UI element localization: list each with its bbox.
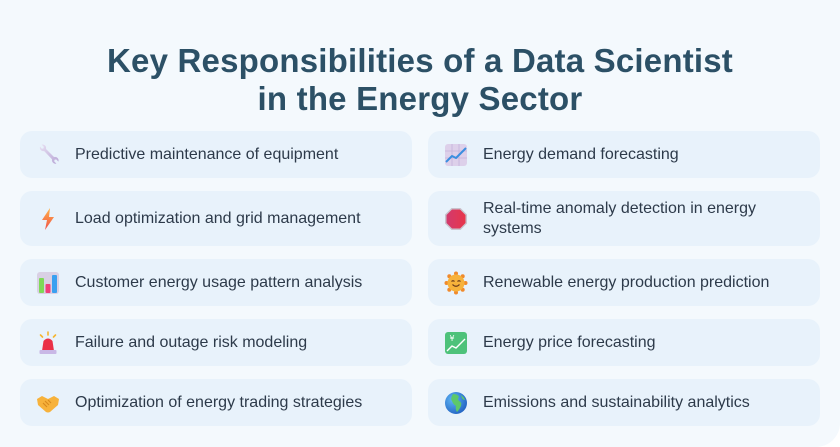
responsibility-card-price-forecasting: ¥ Energy price forecasting (428, 319, 820, 366)
responsibility-label: Customer energy usage pattern analysis (75, 273, 363, 291)
responsibility-card-load-optimization: Load optimization and grid management (20, 191, 412, 246)
responsibility-label: Real-time anomaly detection in energy sy… (483, 199, 757, 237)
responsibility-label: Emissions and sustainability analytics (483, 393, 750, 411)
smiling-sun-icon (443, 270, 469, 296)
responsibility-card-anomaly-detection: Real-time anomaly detection in energy sy… (428, 191, 820, 246)
responsibility-label: Energy price forecasting (483, 333, 656, 351)
responsibility-card-failure-risk: Failure and outage risk modeling (20, 319, 412, 366)
handshake-icon (35, 390, 61, 416)
responsibility-card-renewable-prediction: Renewable energy production prediction (428, 259, 820, 306)
responsibility-label: Renewable energy production prediction (483, 273, 770, 291)
high-voltage-icon (35, 206, 61, 232)
wrench-icon (35, 142, 61, 168)
responsibility-card-emissions-analytics: Emissions and sustainability analytics (428, 379, 820, 426)
globe-africa-europe-icon (443, 390, 469, 416)
responsibility-card-predictive-maintenance: Predictive maintenance of equipment (20, 131, 412, 178)
chart-increasing-yen-icon: ¥ (443, 330, 469, 356)
responsibility-label: Energy demand forecasting (483, 145, 679, 163)
chart-increasing-icon (443, 142, 469, 168)
svg-text:¥: ¥ (450, 334, 455, 343)
title-line-2: in the Energy Sector (257, 80, 583, 117)
responsibility-label: Optimization of energy trading strategie… (75, 393, 363, 411)
responsibility-label: Failure and outage risk modeling (75, 333, 308, 351)
responsibility-label: Load optimization and grid management (75, 209, 361, 227)
responsibility-card-usage-pattern: Customer energy usage pattern analysis (20, 259, 412, 306)
responsibility-label: Predictive maintenance of equipment (75, 145, 339, 163)
page-title: Key Responsibilities of a Data Scientist… (0, 42, 840, 118)
responsibilities-grid: Predictive maintenance of equipment Ener… (20, 131, 820, 426)
responsibility-card-trading-strategies: Optimization of energy trading strategie… (20, 379, 412, 426)
stop-sign-icon (443, 206, 469, 232)
title-line-1: Key Responsibilities of a Data Scientist (106, 42, 733, 79)
police-light-icon (35, 330, 61, 356)
bar-chart-icon (35, 270, 61, 296)
responsibility-card-demand-forecasting: Energy demand forecasting (428, 131, 820, 178)
